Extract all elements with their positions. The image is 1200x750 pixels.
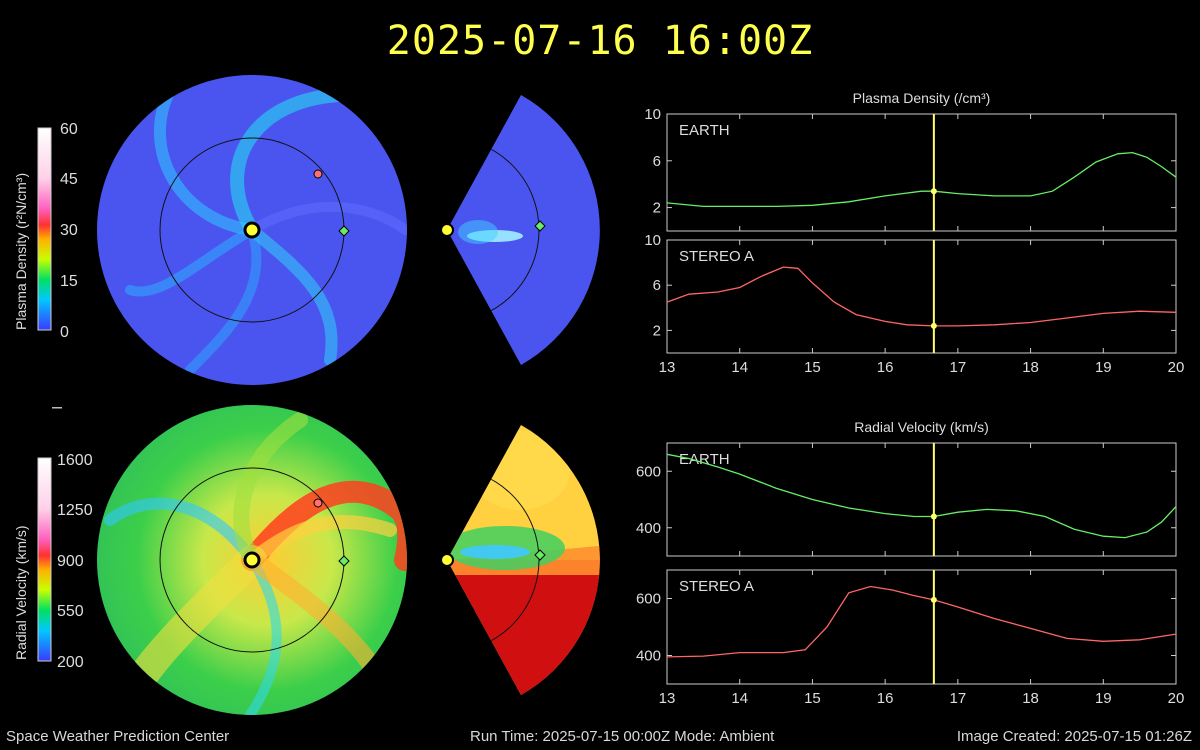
density-colorbar-ticks: 60 45 30 15 0: [60, 121, 78, 341]
x-tick-label: 14: [731, 359, 748, 376]
density-colorbar-label: Plasma Density (r²N/cm³): [13, 173, 29, 330]
panel-frame: [666, 239, 1177, 354]
x-tick-label: 16: [877, 690, 894, 707]
earth-marker-icon: [534, 220, 546, 232]
series-line: [666, 151, 1177, 208]
x-tick-label: 15: [804, 690, 821, 707]
density-tick-label: 30: [60, 222, 78, 239]
footer-organization: Space Weather Prediction Center: [6, 728, 230, 745]
current-value-dot: [930, 188, 937, 195]
y-tick-label: 400: [636, 648, 661, 665]
footer-image-created: Image Created: 2025-07-15 01:26Z: [956, 728, 1192, 745]
stereo-a-marker-icon: [313, 498, 323, 508]
y-tick-label: 600: [636, 463, 661, 480]
x-tick-label: 18: [1022, 359, 1039, 376]
panel-frame: [666, 569, 1177, 685]
earth-marker-icon: [534, 549, 546, 561]
velocity-tick-label: 900: [57, 553, 84, 570]
density-ecliptic-disk: [97, 75, 407, 385]
sun-icon: [440, 553, 454, 567]
y-tick-label: 10: [644, 106, 661, 123]
separator-dash: [52, 407, 62, 409]
footer-run-info: Run Time: 2025-07-15 00:00Z Mode: Ambien…: [470, 728, 775, 745]
y-tick-label: 400: [636, 520, 661, 537]
x-tick-label: 13: [659, 359, 676, 376]
panel-label: EARTH: [679, 122, 730, 139]
y-tick-label: 6: [653, 277, 661, 294]
x-tick-label: 13: [659, 690, 676, 707]
time-series-panel: 600 400 13 14 15 16 17 18 19 20 STEREO A: [636, 569, 1185, 707]
velocity-colorbar: 1600 1250 900 550 200 Radial Velocity (k…: [13, 452, 93, 671]
y-tick-label: 2: [653, 200, 661, 217]
panel-label: STEREO A: [679, 578, 754, 595]
panel-title: Radial Velocity (km/s): [854, 419, 989, 435]
wedge-orbit-ring: [447, 467, 540, 653]
timestamp-title: 2025-07-16 16:00Z: [386, 18, 814, 64]
time-series-panel: Radial Velocity (km/s) 600 400 EARTH: [636, 419, 1177, 557]
density-tick-label: 0: [60, 324, 69, 341]
velocity-colorbar-label: Radial Velocity (km/s): [13, 525, 29, 660]
y-tick-label: 6: [653, 153, 661, 170]
earth-marker-icon: [338, 555, 350, 567]
current-value-dot: [930, 513, 937, 520]
panel-frame: [666, 113, 1177, 232]
x-tick-label: 17: [950, 690, 967, 707]
stereo-a-marker-icon: [313, 169, 323, 179]
x-tick-label: 14: [731, 690, 748, 707]
density-colorbar-gradient: [37, 127, 52, 331]
density-meridional-wedge: [440, 95, 600, 365]
panel-label: EARTH: [679, 451, 730, 468]
velocity-colorbar-gradient: [37, 457, 52, 662]
velocity-tick-label: 200: [57, 654, 84, 671]
panel-title: Plasma Density (/cm³): [853, 90, 991, 106]
time-series-panel: 10 6 2 13 14 15 16 17 18 19 20 STEREO A: [644, 232, 1184, 376]
sun-icon: [440, 223, 454, 237]
panel-label: STEREO A: [679, 248, 754, 265]
current-value-dot: [930, 322, 937, 329]
density-tick-label: 45: [60, 171, 78, 188]
density-tick-label: 60: [60, 121, 78, 138]
x-tick-label: 20: [1168, 359, 1185, 376]
series-line: [666, 453, 1177, 539]
current-value-dot: [930, 596, 937, 603]
series-line: [666, 266, 1177, 327]
x-tick-label: 18: [1022, 690, 1039, 707]
velocity-tick-label: 1250: [57, 502, 93, 519]
density-colorbar: 60 45 30 15 0 Plasma Density (r²N/cm³): [13, 121, 78, 341]
x-tick-label: 15: [804, 359, 821, 376]
x-tick-label: 19: [1095, 359, 1112, 376]
x-tick-label: 19: [1095, 690, 1112, 707]
x-tick-label: 16: [877, 359, 894, 376]
y-tick-label: 10: [644, 232, 661, 249]
sun-icon: [243, 551, 261, 569]
series-line: [666, 585, 1177, 658]
density-tick-label: 15: [60, 273, 78, 290]
x-tick-label: 20: [1168, 690, 1185, 707]
sun-icon: [243, 221, 261, 239]
time-series-panels: Plasma Density (/cm³) 10 6 2 EARTH 10 6 2 13 14 15…: [636, 90, 1184, 707]
x-tick-label: 17: [950, 359, 967, 376]
earth-marker-icon: [338, 225, 350, 237]
velocity-colorbar-ticks: 1600 1250 900 550 200: [57, 452, 93, 671]
y-tick-label: 2: [653, 322, 661, 339]
time-series-panel: Plasma Density (/cm³) 10 6 2 EARTH: [644, 90, 1177, 232]
velocity-tick-label: 1600: [57, 452, 93, 469]
y-tick-label: 600: [636, 591, 661, 608]
velocity-tick-label: 550: [57, 603, 84, 620]
panel-frame: [666, 442, 1177, 557]
velocity-ecliptic-disk: [97, 405, 407, 715]
